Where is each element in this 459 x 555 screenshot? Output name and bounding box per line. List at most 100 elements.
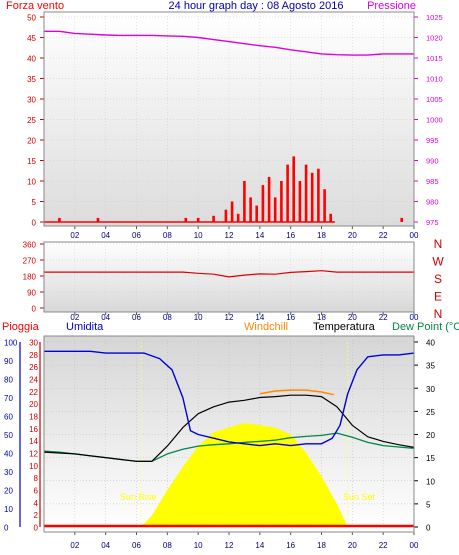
direction-tick-label: 360: [23, 241, 37, 250]
rain-tick-label: 18: [29, 413, 38, 422]
x-tick-label: 18: [317, 313, 326, 322]
x-tick-label: 08: [163, 231, 172, 240]
rain-tick-label: 6: [34, 487, 39, 496]
wind-bar: [196, 217, 200, 222]
wind-bar: [249, 197, 252, 222]
wind-bar: [286, 164, 289, 222]
rain-tick-label: 4: [34, 499, 39, 508]
x-tick-label: 14: [255, 231, 264, 240]
rain-tick-label: 0: [34, 524, 39, 533]
wind-tick-label: 0: [32, 219, 37, 228]
wind-bar: [273, 197, 277, 222]
rain-tick-label: 16: [29, 425, 38, 434]
wind-bar: [400, 217, 403, 222]
wind-tick-label: 45: [27, 34, 36, 43]
x-tick-label: 08: [163, 541, 172, 550]
wind-bar: [310, 172, 314, 222]
rain-tick-label: 22: [29, 388, 38, 397]
wind-bar: [298, 181, 302, 222]
wind-tick-label: 35: [27, 75, 36, 84]
wind-bar: [96, 217, 100, 222]
temp-tick-label: 25: [426, 408, 435, 417]
pressure-tick-label: 990: [426, 157, 439, 166]
x-tick-label: 20: [348, 541, 357, 550]
temp-tick-label: 35: [426, 362, 435, 371]
pressure-tick-label: 1005: [426, 95, 443, 104]
x-tick-label: 06: [132, 541, 141, 550]
direction-tick-label: 180: [23, 273, 37, 282]
temp-tick-label: 30: [426, 385, 435, 394]
temperature-label: Temperatura: [313, 321, 376, 333]
x-tick-label: 00: [410, 541, 419, 550]
wind-bar: [323, 189, 326, 222]
temp-tick-label: 5: [426, 500, 431, 509]
pressure-tick-label: 1025: [426, 13, 443, 22]
windchill-label: Windchill: [244, 321, 288, 333]
humidity-tick-label: 0: [4, 524, 9, 533]
x-tick-label: 12: [225, 541, 234, 550]
dewpoint-label: Dew Point (°C: [392, 321, 459, 333]
rain-tick-label: 12: [29, 450, 38, 459]
x-tick-label: 00: [410, 313, 419, 322]
humidity-label: Umidita: [66, 321, 104, 333]
sun-area: [141, 422, 348, 527]
x-tick-label: 22: [379, 541, 388, 550]
humidity-tick-label: 100: [4, 339, 18, 348]
x-tick-label: 10: [194, 541, 203, 550]
rain-tick-label: 20: [29, 400, 38, 409]
rain-label: Pioggia: [2, 321, 40, 333]
x-tick-label: 10: [194, 231, 203, 240]
wind-bar: [212, 215, 215, 222]
wind-bar: [243, 181, 246, 222]
temp-tick-label: 40: [426, 339, 435, 348]
rain-tick-label: 28: [29, 351, 38, 360]
wind-bar: [317, 168, 320, 222]
x-tick-label: 16: [286, 231, 295, 240]
compass-letter: S: [434, 272, 442, 286]
pressure-tick-label: 980: [426, 198, 439, 207]
x-tick-label: 14: [255, 541, 264, 550]
wind-bar: [230, 201, 234, 222]
rain-tick-label: 10: [29, 462, 38, 471]
x-tick-label: 12: [225, 313, 234, 322]
temperature-line: [43, 394, 415, 462]
pressure-tick-label: 1020: [426, 34, 443, 43]
wind-bar: [267, 176, 271, 222]
x-tick-label: 10: [194, 313, 203, 322]
wind-bar: [304, 164, 308, 222]
rain-tick-label: 2: [34, 511, 39, 520]
x-tick-label: 12: [225, 231, 234, 240]
wind-bar: [280, 181, 283, 222]
rain-tick-label: 24: [29, 376, 38, 385]
x-tick-label: 06: [132, 231, 141, 240]
pressure-axis-label: Pressione: [367, 0, 416, 12]
wind-tick-label: 30: [27, 96, 36, 105]
x-tick-label: 20: [348, 313, 357, 322]
rain-tick-label: 14: [29, 437, 38, 446]
humidity-tick-label: 70: [4, 394, 13, 403]
x-tick-label: 02: [70, 541, 79, 550]
sunset-label: Sun Set: [343, 492, 376, 502]
wind-tick-label: 25: [27, 116, 36, 125]
x-tick-label: 18: [317, 231, 326, 240]
humidity-tick-label: 10: [4, 505, 13, 514]
direction-tick-label: 90: [27, 289, 36, 298]
temp-tick-label: 0: [426, 524, 431, 533]
x-tick-label: 04: [101, 231, 110, 240]
pressure-tick-label: 1010: [426, 75, 443, 84]
x-tick-label: 02: [70, 313, 79, 322]
temp-tick-label: 20: [426, 431, 435, 440]
frame-temp-humidity: [43, 335, 415, 533]
rain-tick-label: 26: [29, 363, 38, 372]
pressure-tick-label: 985: [426, 177, 439, 186]
direction-tick-label: 270: [23, 257, 37, 266]
rain-tick-label: 8: [34, 474, 39, 483]
chart-marks: [43, 30, 415, 528]
wind-bar: [261, 185, 265, 222]
x-tick-label: 00: [410, 231, 419, 240]
sunrise-label: Sun Rise: [120, 492, 157, 502]
x-tick-label: 18: [317, 541, 326, 550]
compass-letter: E: [434, 290, 442, 304]
windchill-line: [259, 389, 334, 396]
humidity-tick-label: 80: [4, 376, 13, 385]
